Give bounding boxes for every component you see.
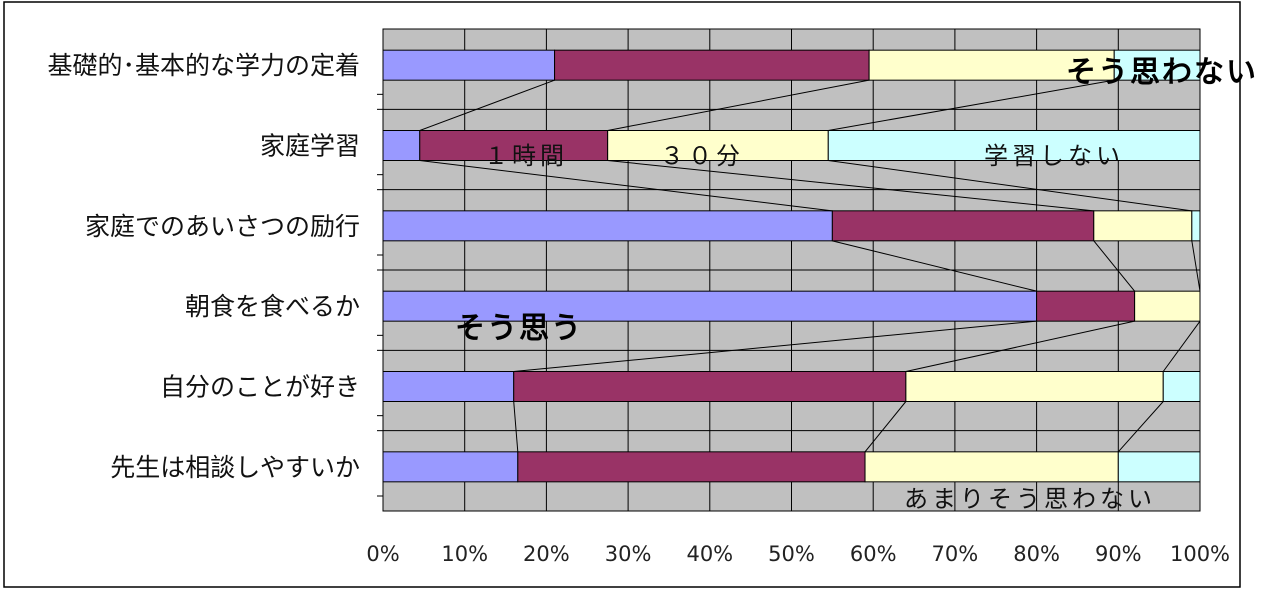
x-tick-label: 80% (1013, 542, 1060, 566)
annotation-label: そう思う (455, 311, 583, 346)
bar-segment (382, 371, 515, 402)
bar-segment (517, 451, 866, 483)
x-tick-label: 0% (366, 542, 399, 566)
bar-segment (1191, 210, 1201, 242)
bar-segment (1036, 290, 1136, 322)
x-tick-label: 10% (441, 542, 488, 566)
series-line (513, 401, 519, 452)
category-label: 朝食を食べるか (185, 292, 360, 321)
x-tick-label: 50% (768, 542, 815, 566)
bar-segment (382, 451, 519, 483)
bar-segment (1113, 49, 1201, 81)
series-line (828, 160, 1192, 212)
bar-segment (831, 210, 1095, 242)
x-tick-label: 70% (932, 542, 979, 566)
series-line (1162, 320, 1201, 372)
bar-segment (1134, 290, 1201, 322)
series-line (828, 79, 1115, 131)
category-label: 家庭学習 (260, 132, 360, 161)
x-tick-label: 60% (850, 542, 897, 566)
annotation-label: １時間 (484, 142, 568, 170)
bar-layer (382, 49, 1201, 483)
series-line (607, 160, 1094, 212)
category-label: 先生は相談しやすいか (110, 453, 360, 482)
series-line (607, 79, 870, 131)
bar-segment (1117, 451, 1201, 483)
x-tick-label: 20% (523, 542, 570, 566)
series-line (419, 79, 555, 131)
x-tick-label: 100% (1170, 542, 1230, 566)
annotation-label: あまりそう思わない (904, 485, 1156, 513)
series-line (1117, 401, 1164, 453)
series-line (513, 320, 1037, 372)
x-tick-label: 90% (1095, 542, 1142, 566)
bar-segment (1093, 210, 1193, 242)
bar-segment (905, 371, 1164, 402)
x-tick-label: 30% (605, 542, 652, 566)
bar-segment (419, 130, 609, 161)
bar-segment (607, 130, 829, 161)
label-layer: 0% 10% 20% 30% 40% 50% 60% 70% 80% 90% 100% 基礎的･基本的… (47, 51, 1258, 566)
bar-segment (1162, 371, 1201, 402)
annotation-label: そう思わない (1066, 55, 1258, 90)
bar-segment (382, 290, 1038, 322)
grid-layer (377, 29, 1200, 511)
series-line (832, 240, 1037, 292)
bar-segment (827, 130, 1201, 161)
bar-segment (513, 371, 907, 402)
x-tick-label: 40% (686, 542, 733, 566)
category-label: 基礎的･基本的な学力の定着 (47, 51, 360, 80)
series-line (864, 401, 907, 453)
series-line (419, 160, 833, 212)
series-line (1093, 240, 1136, 292)
annotation-label: ３０分 (660, 142, 744, 170)
bar-segment (864, 451, 1119, 483)
category-label: 自分のことが好き (160, 373, 360, 402)
bar-segment (382, 210, 833, 242)
bar-segment (382, 49, 556, 81)
annotation-label: 学習しない (984, 142, 1124, 170)
category-label: 家庭でのあいさつの励行 (85, 212, 360, 241)
series-line (905, 320, 1135, 372)
series-line (1191, 240, 1201, 292)
bar-segment (382, 130, 421, 161)
series-line-layer (419, 79, 1201, 453)
bar-segment (554, 49, 870, 81)
